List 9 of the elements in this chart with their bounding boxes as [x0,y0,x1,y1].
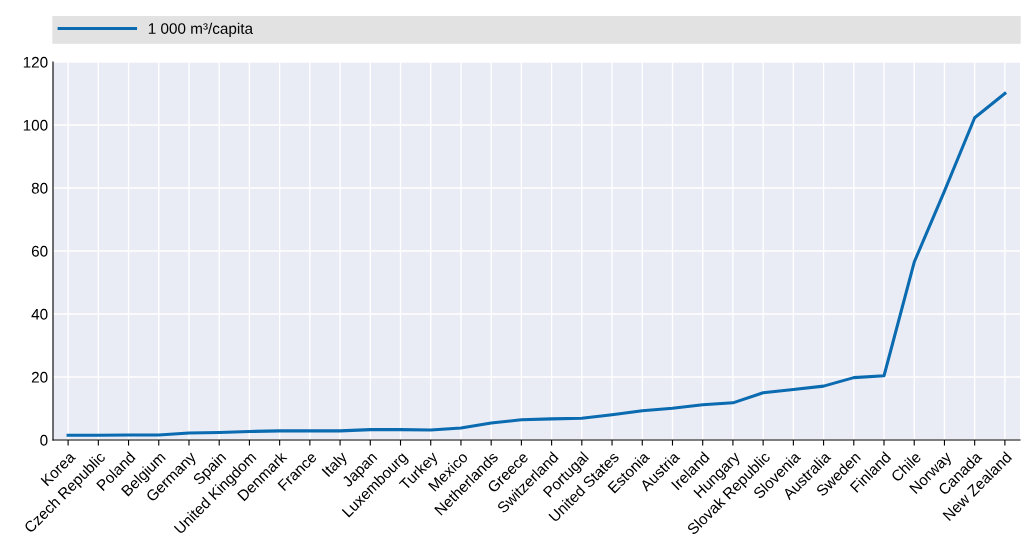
y-tick-label: 100 [23,119,48,131]
y-tick-label: 20 [31,371,48,383]
line-series [66,91,1007,437]
y-tick-label: 80 [31,182,48,194]
y-tick-label: 120 [23,56,48,68]
y-tick-label: 40 [31,308,48,320]
y-tick-label: 0 [40,434,48,446]
legend-label: 1 000 m³/capita [148,22,254,37]
y-tick-label: 60 [31,245,48,257]
